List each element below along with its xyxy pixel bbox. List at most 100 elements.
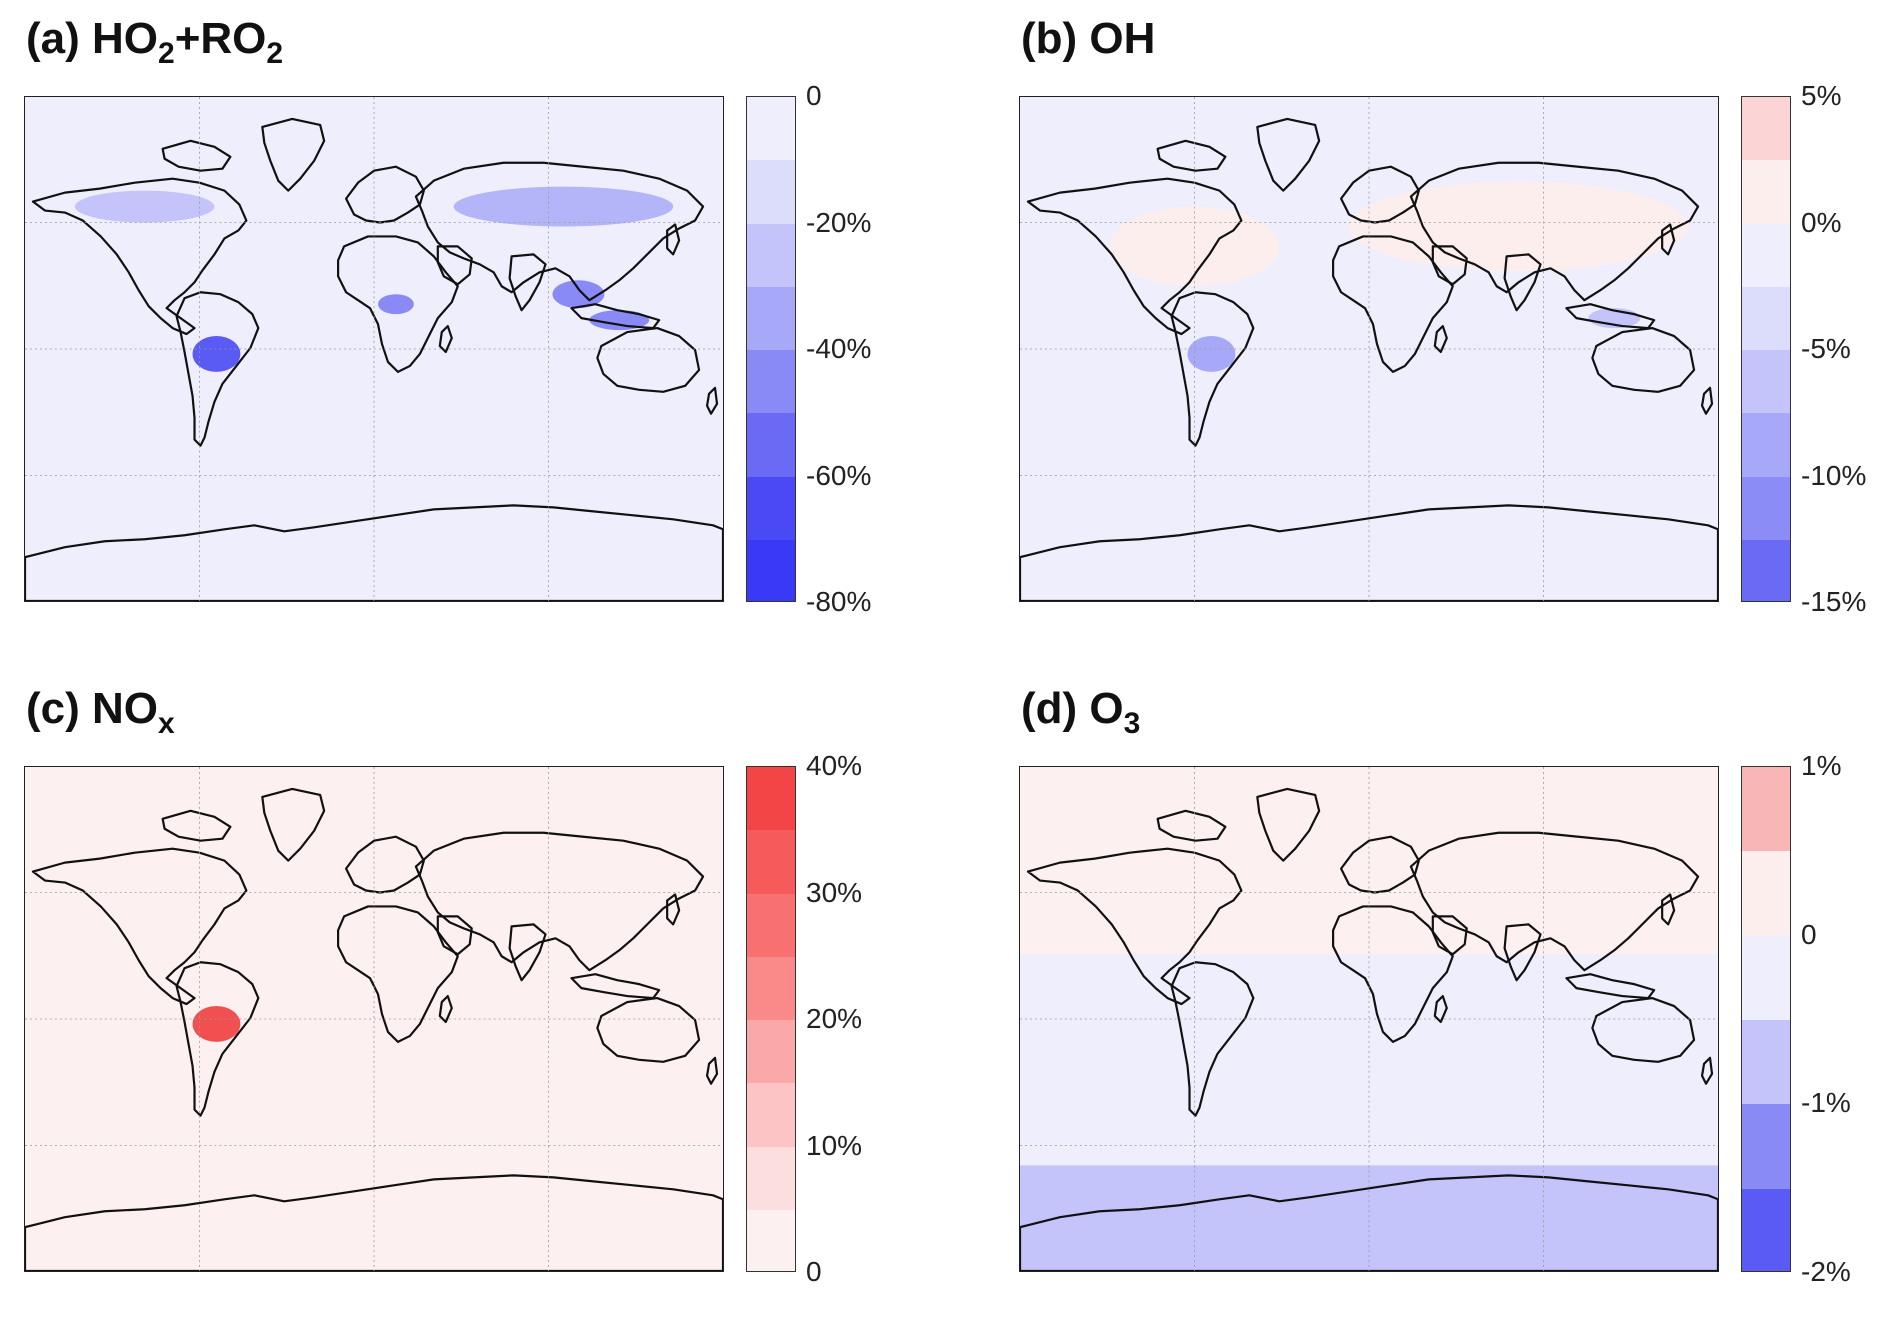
panel-c-colorbar-segment-3	[747, 956, 795, 1021]
panel-d-coastline-africa	[1332, 905, 1454, 1044]
panel-a-colorbar-segment-4	[747, 350, 795, 414]
panel-d-colorbar-segment-5	[1742, 1188, 1790, 1271]
panel-c-coastline-indonesia	[570, 973, 661, 1000]
panel-b-title: (b) OH	[1021, 14, 1156, 63]
panel-b-coastline-arabia	[1431, 245, 1468, 286]
panel-b-coastline-japan	[1661, 223, 1676, 256]
panel-c-colorbar-segment-7	[747, 1209, 795, 1271]
panel-b-coastline-india	[1503, 253, 1542, 312]
panel-d-coastline-asia	[1409, 831, 1700, 972]
panel-b-colorbar-tick-label: 5%	[1801, 80, 1842, 111]
panel-c-coastline-antarctica	[25, 1174, 723, 1271]
panel-b-coastline-asia	[1409, 161, 1700, 302]
panel-d-coastline-greenland	[1256, 787, 1321, 862]
panel-a-hotspot-amazon-0	[192, 336, 241, 372]
panel-a-coastline-canadian-islands	[161, 139, 232, 172]
panel-a-coastline-new-zealand	[705, 386, 719, 415]
panel-b-coastline-indonesia	[1565, 303, 1656, 330]
panel-a-colorbar-segment-6	[747, 476, 795, 541]
panel-b-coastline-antarctica	[1020, 504, 1718, 601]
panel-b-coastline-south-america	[1170, 291, 1255, 447]
panel-d-o3: (d) O3 1% 0 -1% -2%	[995, 670, 1880, 1318]
panel-d-colorbar-tick-label: 1%	[1801, 750, 1842, 781]
panel-d-coastline-south-america	[1170, 961, 1255, 1117]
panel-c-nox: (c) NOx 40% 30% 20% 10% 0	[0, 670, 940, 1318]
panel-c-map-svg	[25, 767, 723, 1271]
panel-c-colorbar-tick-label: 0	[806, 1256, 822, 1287]
panel-b-colorbar-tick-label: -5%	[1801, 333, 1851, 364]
panel-c-coastline-madagascar	[438, 994, 453, 1024]
panel-c-coastline-africa	[337, 905, 459, 1044]
panel-a-colorbar-segment-1	[747, 160, 795, 224]
panel-a-colorbar-segment-3	[747, 286, 795, 351]
panel-d-colorbar-segment-4	[1742, 1104, 1790, 1190]
panel-c-coastline-japan	[666, 893, 681, 926]
panel-b-colorbar-segment-1	[1742, 160, 1790, 224]
panel-d-title: (d) O3	[1021, 684, 1141, 740]
panel-a-ho2-ro2: (a) HO2+RO2 0 -20% -40% -60% -80%	[0, 0, 940, 648]
panel-d-colorbar	[1741, 766, 1791, 1272]
panel-a-colorbar-segment-0	[747, 97, 795, 161]
panel-d-map	[1019, 766, 1719, 1272]
panel-a-coastline-asia	[414, 161, 705, 302]
panel-c-colorbar-segment-5	[747, 1083, 795, 1147]
panel-d-coastline-madagascar	[1433, 994, 1448, 1024]
panel-a-colorbar	[746, 96, 796, 602]
panel-c-coastline-south-america	[175, 961, 260, 1117]
panel-c-colorbar-segment-0	[747, 767, 795, 831]
panel-d-map-svg	[1020, 767, 1718, 1271]
panel-c-coastline-arabia	[436, 915, 473, 956]
panel-d-hotspot-tropics-0	[1020, 954, 1718, 1166]
panel-c-colorbar-tick-label: 40%	[806, 750, 863, 781]
panel-c-colorbar-tick-label: 10%	[806, 1129, 863, 1161]
panel-d-colorbar-tick-label: 0	[1801, 918, 1817, 950]
panel-a-hotspot-southeast-asia-1	[589, 310, 650, 331]
panel-c-coastline-india	[508, 923, 547, 982]
panel-b-coastline-new-zealand	[1700, 386, 1714, 415]
panel-a-colorbar-segment-2	[747, 223, 795, 288]
panel-a-colorbar-segment-5	[747, 413, 795, 477]
panel-a-colorbar-tick-label: -60%	[806, 459, 872, 491]
panel-d-coastline-india	[1503, 923, 1542, 982]
panel-c-colorbar	[746, 766, 796, 1272]
panel-d-coastline-antarctica	[1020, 1174, 1718, 1271]
panel-a-coastline-australia	[596, 326, 701, 393]
panel-a-colorbar-tick-label: 0	[806, 80, 822, 111]
panel-c-title: (c) NOx	[26, 684, 175, 740]
panel-d-coastline-canadian-islands	[1156, 809, 1227, 842]
panel-b-oh: (b) OH 5% 0% -5% -10% -15%	[995, 0, 1880, 648]
panel-b-map-svg	[1020, 97, 1718, 601]
panel-a-coastline-arabia	[436, 245, 473, 286]
panel-b-colorbar-segment-3	[1742, 286, 1790, 351]
panel-b-coastline-greenland	[1256, 117, 1321, 192]
panel-b-colorbar-segment-5	[1742, 413, 1790, 477]
panel-c-colorbar-segment-2	[747, 893, 795, 958]
panel-a-coastline-madagascar	[438, 324, 453, 354]
panel-a-colorbar-tick-label: -20%	[806, 206, 872, 238]
panel-a-coastline-south-america	[175, 291, 260, 447]
panel-c-colorbar-tick-label: 20%	[806, 1003, 863, 1034]
panel-a-coastline-india	[508, 253, 547, 312]
panel-b-colorbar-segment-7	[1742, 539, 1790, 601]
panel-a-title: (a) HO2+RO2	[26, 14, 284, 70]
panel-b-colorbar-tick-label: -10%	[1801, 459, 1867, 491]
panel-c-coastline-australia	[596, 996, 701, 1063]
panel-d-colorbar-segment-0	[1742, 767, 1790, 852]
panel-d-colorbar-segment-3	[1742, 1020, 1790, 1105]
panel-a-coastline-antarctica	[25, 504, 723, 601]
panel-a-colorbar-segment-7	[747, 539, 795, 601]
panel-c-colorbar-segment-4	[747, 1020, 795, 1084]
panel-c-colorbar-segment-1	[747, 830, 795, 894]
panel-a-coastline-indonesia	[570, 303, 661, 330]
panel-a-coastline-greenland	[261, 117, 326, 192]
panel-b-colorbar-segment-0	[1742, 97, 1790, 161]
panel-d-coastline-japan	[1661, 893, 1676, 926]
panel-b-hotspot-amazon-0	[1187, 336, 1236, 372]
panel-c-coastline-greenland	[261, 787, 326, 862]
panel-a-hotspot-southeast-asia-0	[552, 280, 605, 309]
panel-b-colorbar-segment-4	[1742, 350, 1790, 414]
panel-c-colorbar-tick-label: 30%	[806, 876, 863, 908]
panel-d-coastline-indonesia	[1565, 973, 1656, 1000]
panel-d-coastline-arabia	[1431, 915, 1468, 956]
panel-d-coastline-new-zealand	[1700, 1056, 1714, 1085]
